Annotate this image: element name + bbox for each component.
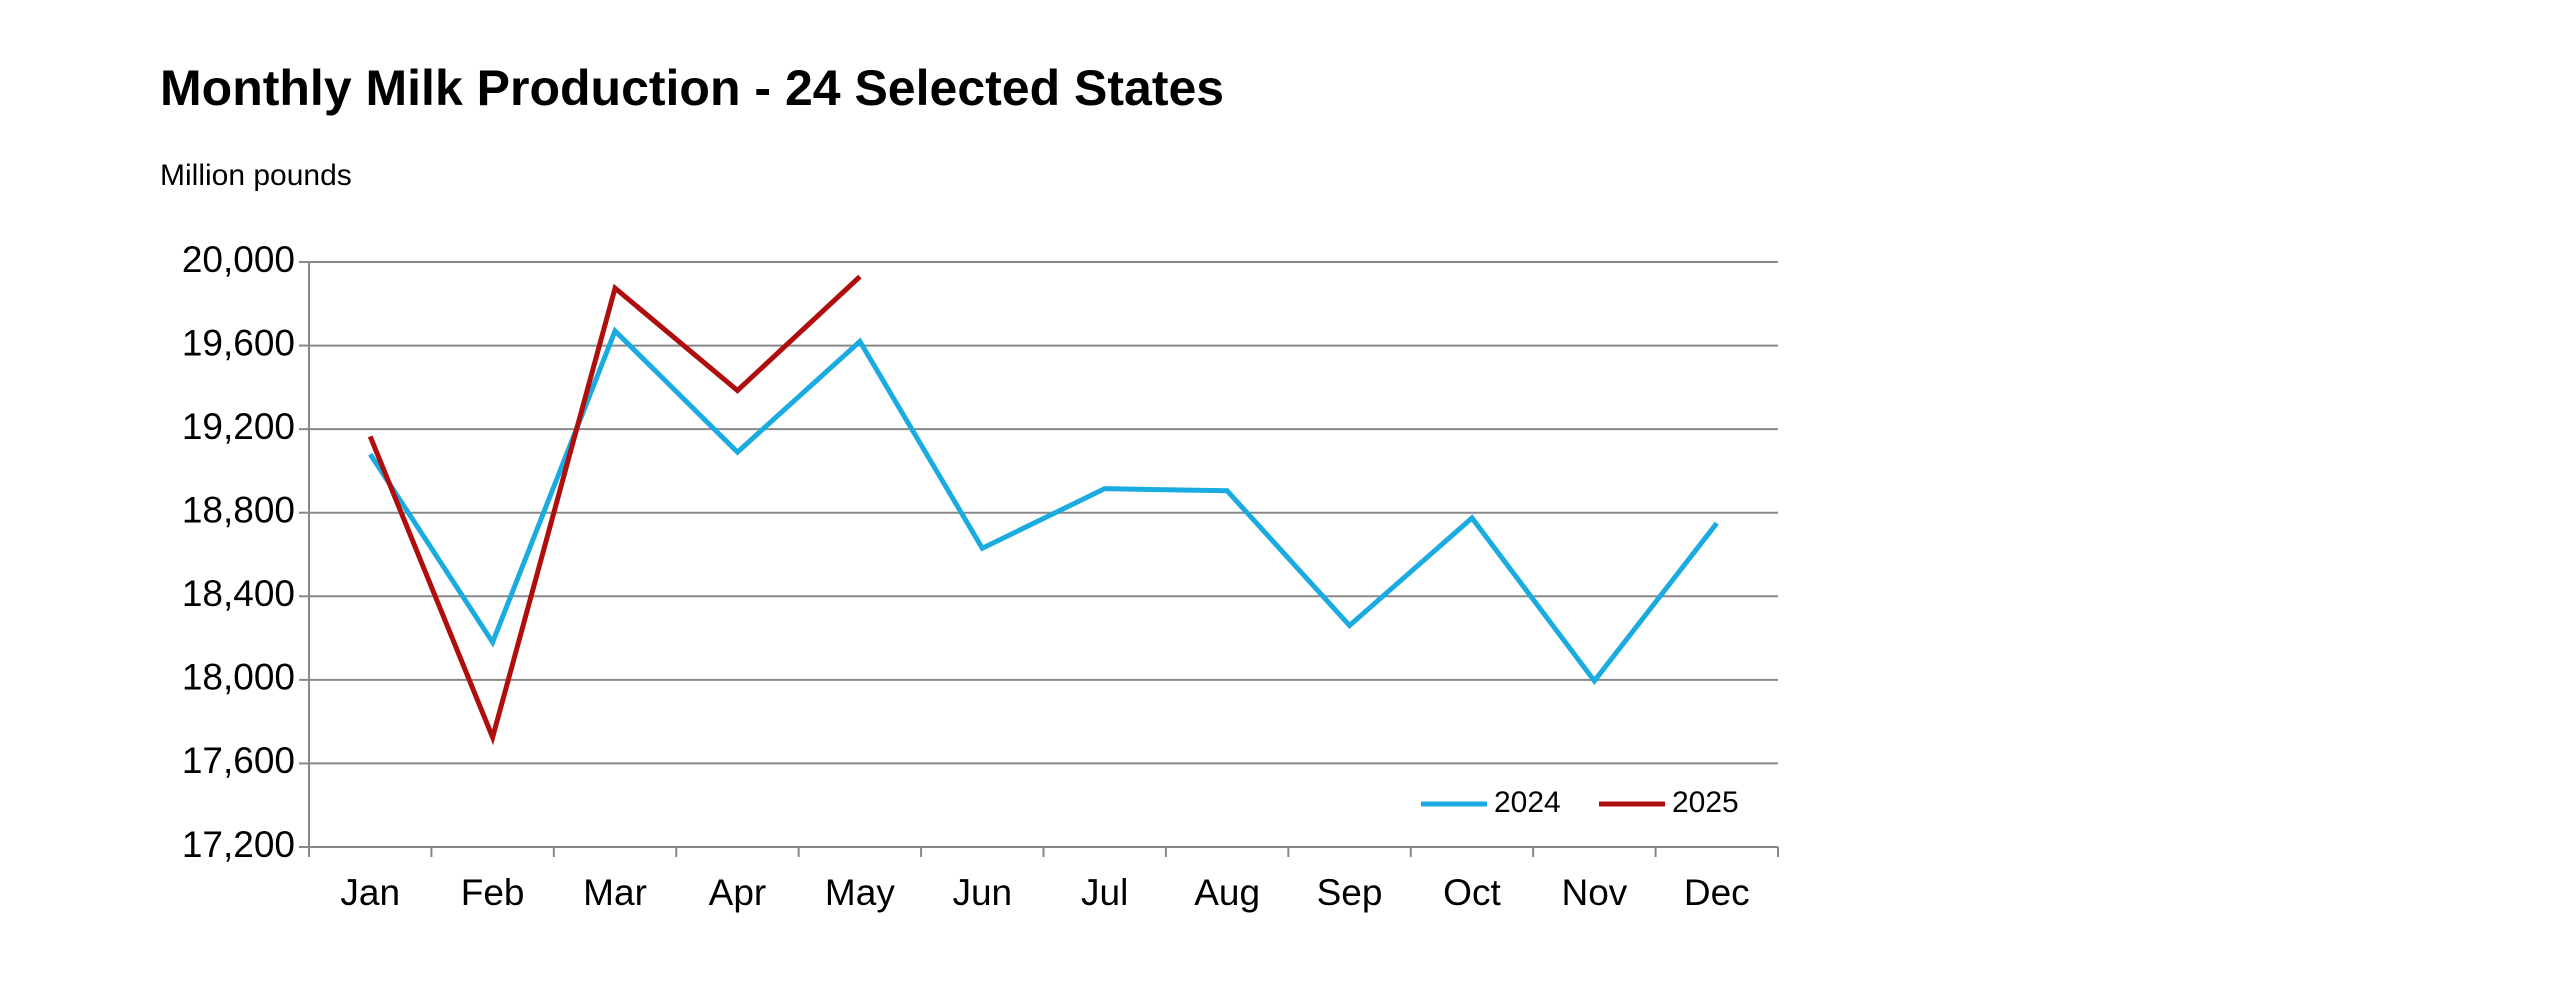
x-tick-label: Mar bbox=[583, 872, 647, 913]
series-line bbox=[367, 274, 862, 746]
x-tick-label: Aug bbox=[1194, 872, 1260, 913]
x-tick-label: Apr bbox=[709, 872, 767, 913]
series-line bbox=[368, 326, 1719, 686]
legend-label: 2025 bbox=[1672, 786, 1739, 819]
y-tick-label: 17,200 bbox=[182, 824, 295, 865]
y-tick-label: 18,400 bbox=[182, 573, 295, 614]
x-tick-label: Jul bbox=[1081, 872, 1128, 913]
y-tick-label: 20,000 bbox=[182, 239, 295, 280]
x-tick-label: Jun bbox=[952, 872, 1012, 913]
x-tick-label: Sep bbox=[1317, 872, 1383, 913]
chart-title: Monthly Milk Production - 24 Selected St… bbox=[160, 60, 1224, 116]
x-tick-label: May bbox=[825, 872, 895, 913]
y-tick-label: 18,000 bbox=[182, 657, 295, 698]
y-tick-label: 19,600 bbox=[182, 322, 295, 363]
y-tick-label: 17,600 bbox=[182, 740, 295, 781]
x-tick-label: Jan bbox=[340, 872, 400, 913]
chart-subtitle: Million pounds bbox=[160, 159, 352, 192]
x-tick-label: Nov bbox=[1561, 872, 1627, 913]
x-tick-label: Dec bbox=[1684, 872, 1750, 913]
y-tick-label: 19,200 bbox=[182, 406, 295, 447]
x-tick-label: Oct bbox=[1443, 872, 1501, 913]
legend-label: 2024 bbox=[1494, 786, 1561, 819]
y-tick-label: 18,800 bbox=[182, 489, 295, 530]
x-tick-label: Feb bbox=[461, 872, 525, 913]
